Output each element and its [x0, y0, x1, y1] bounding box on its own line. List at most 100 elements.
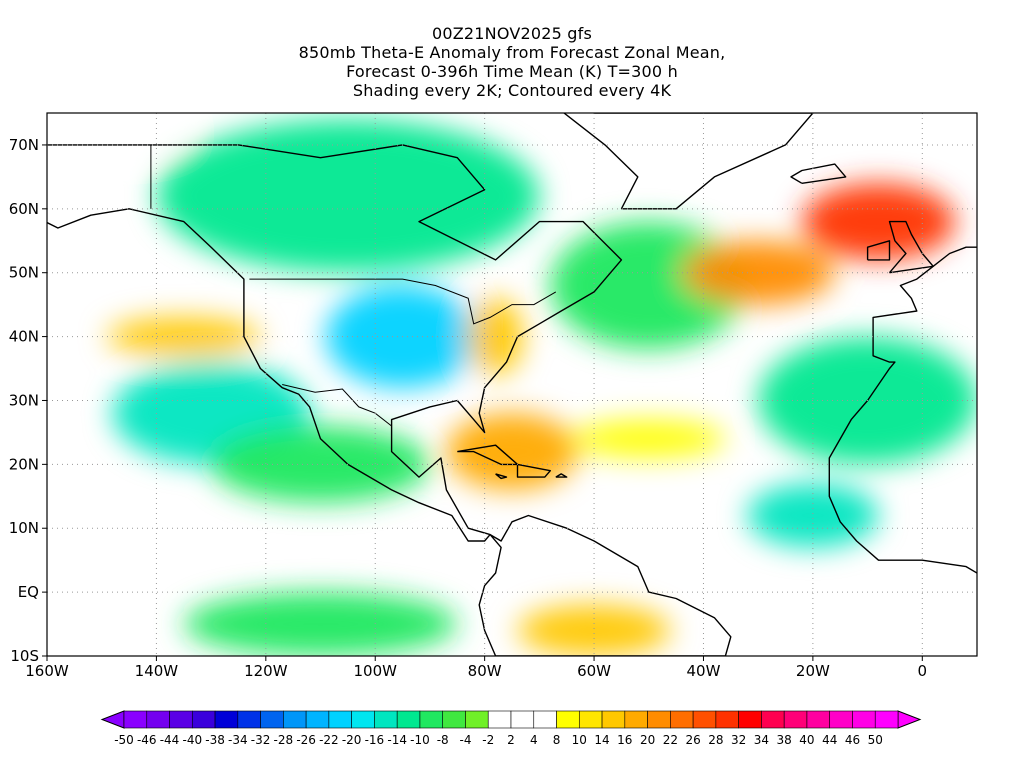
title-block: 00Z21NOV2025 gfs 850mb Theta-E Anomaly f… — [0, 24, 1024, 100]
lat-label-40N: 40N — [9, 328, 39, 346]
colorbar-swatch-6 — [237, 710, 261, 729]
colorbar-label-15: -8 — [437, 733, 449, 747]
lon-label-100W: 100W — [354, 662, 398, 680]
colorbar-label-34: 50 — [868, 733, 883, 747]
colorbar-label-21: 10 — [572, 733, 587, 747]
colorbar-label-29: 34 — [754, 733, 769, 747]
title-run: 00Z21NOV2025 gfs — [431, 24, 593, 43]
lat-label-EQ: EQ — [18, 583, 39, 601]
coastlines — [47, 113, 977, 656]
colorbar-label-31: 40 — [799, 733, 814, 747]
longitude-axis: 160W 140W 120W 100W 80W 60W 40W 20W 0 — [25, 656, 927, 680]
colorbar-swatch-18 — [510, 710, 535, 729]
colorbar-swatch-2 — [146, 710, 170, 729]
colorbar-swatch-28 — [738, 710, 762, 729]
colorbar-swatch-27 — [715, 710, 739, 729]
lon-label-40W: 40W — [687, 662, 721, 680]
colorbar-under-arrow — [100, 710, 125, 729]
colorbar-label-11: -20 — [342, 733, 362, 747]
colorbar-swatch-17 — [487, 710, 512, 729]
colorbar-swatch-19 — [533, 710, 557, 729]
lat-label-30N: 30N — [9, 391, 39, 409]
coastline-1 — [47, 144, 623, 542]
lat-label-10S: 10S — [10, 647, 39, 665]
colorbar-swatch-7 — [260, 710, 284, 729]
colorbar-label-2: -46 — [137, 733, 157, 747]
lon-label-20W: 20W — [796, 662, 830, 680]
colorbar-label-18: 2 — [507, 733, 515, 747]
colorbar-label-3: -44 — [160, 733, 180, 747]
lat-label-10N: 10N — [9, 519, 39, 537]
colorbar-label-10: -22 — [319, 733, 339, 747]
colorbar-label-4: -40 — [182, 733, 202, 747]
anomaly-region-9 — [801, 183, 956, 260]
colorbar-label-14: -10 — [410, 733, 430, 747]
colorbar-swatch-22 — [601, 710, 626, 729]
colorbar-swatch-32 — [829, 710, 853, 729]
title-forecast: Forecast 0-396h Time Mean (K) T=300 h — [346, 62, 678, 81]
colorbar-label-1: -50 — [114, 733, 134, 747]
colorbar-label-6: -34 — [228, 733, 248, 747]
graticule — [47, 113, 977, 656]
colorbar-swatch-8 — [283, 710, 307, 729]
anomaly-region-11 — [446, 413, 578, 490]
colorbar-label-28: 32 — [731, 733, 746, 747]
colorbar-over-arrow — [897, 710, 922, 729]
colorbar-swatch-33 — [852, 710, 876, 729]
lon-label-0: 0 — [918, 662, 928, 680]
colorbar-swatch-20 — [556, 710, 580, 729]
colorbar-label-33: 46 — [845, 733, 860, 747]
colorbar-label-7: -32 — [251, 733, 271, 747]
map-frame — [46, 112, 978, 657]
colorbar-swatch-4 — [191, 710, 216, 729]
anomaly-region-15 — [572, 419, 726, 458]
anomaly-region-6 — [747, 483, 879, 548]
colorbar-label-5: -38 — [205, 733, 225, 747]
coastline-3 — [562, 113, 814, 210]
lat-label-60N: 60N — [9, 200, 39, 218]
anomaly-region-16 — [74, 113, 184, 152]
colorbar-label-17: -2 — [482, 733, 494, 747]
lat-label-70N: 70N — [9, 136, 39, 154]
colorbar-label-12: -16 — [365, 733, 385, 747]
coastline-11 — [495, 473, 508, 480]
colorbar: -50 -46 -44 -40 -38 -34 -32 -28 -26 -22 -20 -16 -14-… — [100, 710, 922, 747]
coastline-5 — [888, 220, 934, 274]
coastline-6 — [866, 240, 891, 261]
colorbar-swatch-29 — [761, 710, 785, 729]
colorbar-label-22: 14 — [594, 733, 609, 747]
colorbar-swatch-21 — [578, 710, 603, 729]
colorbar-swatch-5 — [214, 710, 239, 729]
colorbar-label-24: 20 — [640, 733, 655, 747]
anomaly-region-8 — [183, 592, 458, 656]
colorbar-label-23: 16 — [617, 733, 632, 747]
lat-label-20N: 20N — [9, 455, 39, 473]
colorbar-swatch-34 — [874, 710, 899, 729]
colorbar-swatch-30 — [783, 710, 808, 729]
lon-label-160W: 160W — [25, 662, 69, 680]
colorbar-swatch-31 — [806, 710, 831, 729]
colorbar-swatch-24 — [647, 710, 671, 729]
colorbar-label-16: -4 — [459, 733, 471, 747]
anomaly-region-12 — [517, 604, 671, 656]
colorbar-label-8: -28 — [274, 733, 294, 747]
anomaly-region-13 — [468, 298, 523, 375]
colorbar-swatch-15 — [442, 710, 466, 729]
colorbar-swatch-1 — [123, 710, 148, 729]
colorbar-swatch-25 — [670, 710, 694, 729]
title-variable: 850mb Theta-E Anomaly from Forecast Zona… — [298, 43, 726, 62]
colorbar-swatch-9 — [305, 710, 330, 729]
colorbar-swatch-23 — [624, 710, 648, 729]
title-shading: Shading every 2K; Contoured every 4K — [352, 81, 672, 100]
colorbar-swatch-11 — [351, 710, 375, 729]
colorbar-label-27: 28 — [708, 733, 723, 747]
colorbar-label-26: 26 — [685, 733, 700, 747]
border-1 — [249, 278, 557, 325]
colorbar-label-19: 4 — [530, 733, 538, 747]
colorbar-swatch-26 — [692, 710, 717, 729]
colorbar-label-30: 38 — [777, 733, 792, 747]
coastline-8 — [457, 444, 519, 466]
colorbar-label-25: 22 — [663, 733, 678, 747]
lon-label-80W: 80W — [468, 662, 502, 680]
colorbar-label-20: 8 — [553, 733, 561, 747]
